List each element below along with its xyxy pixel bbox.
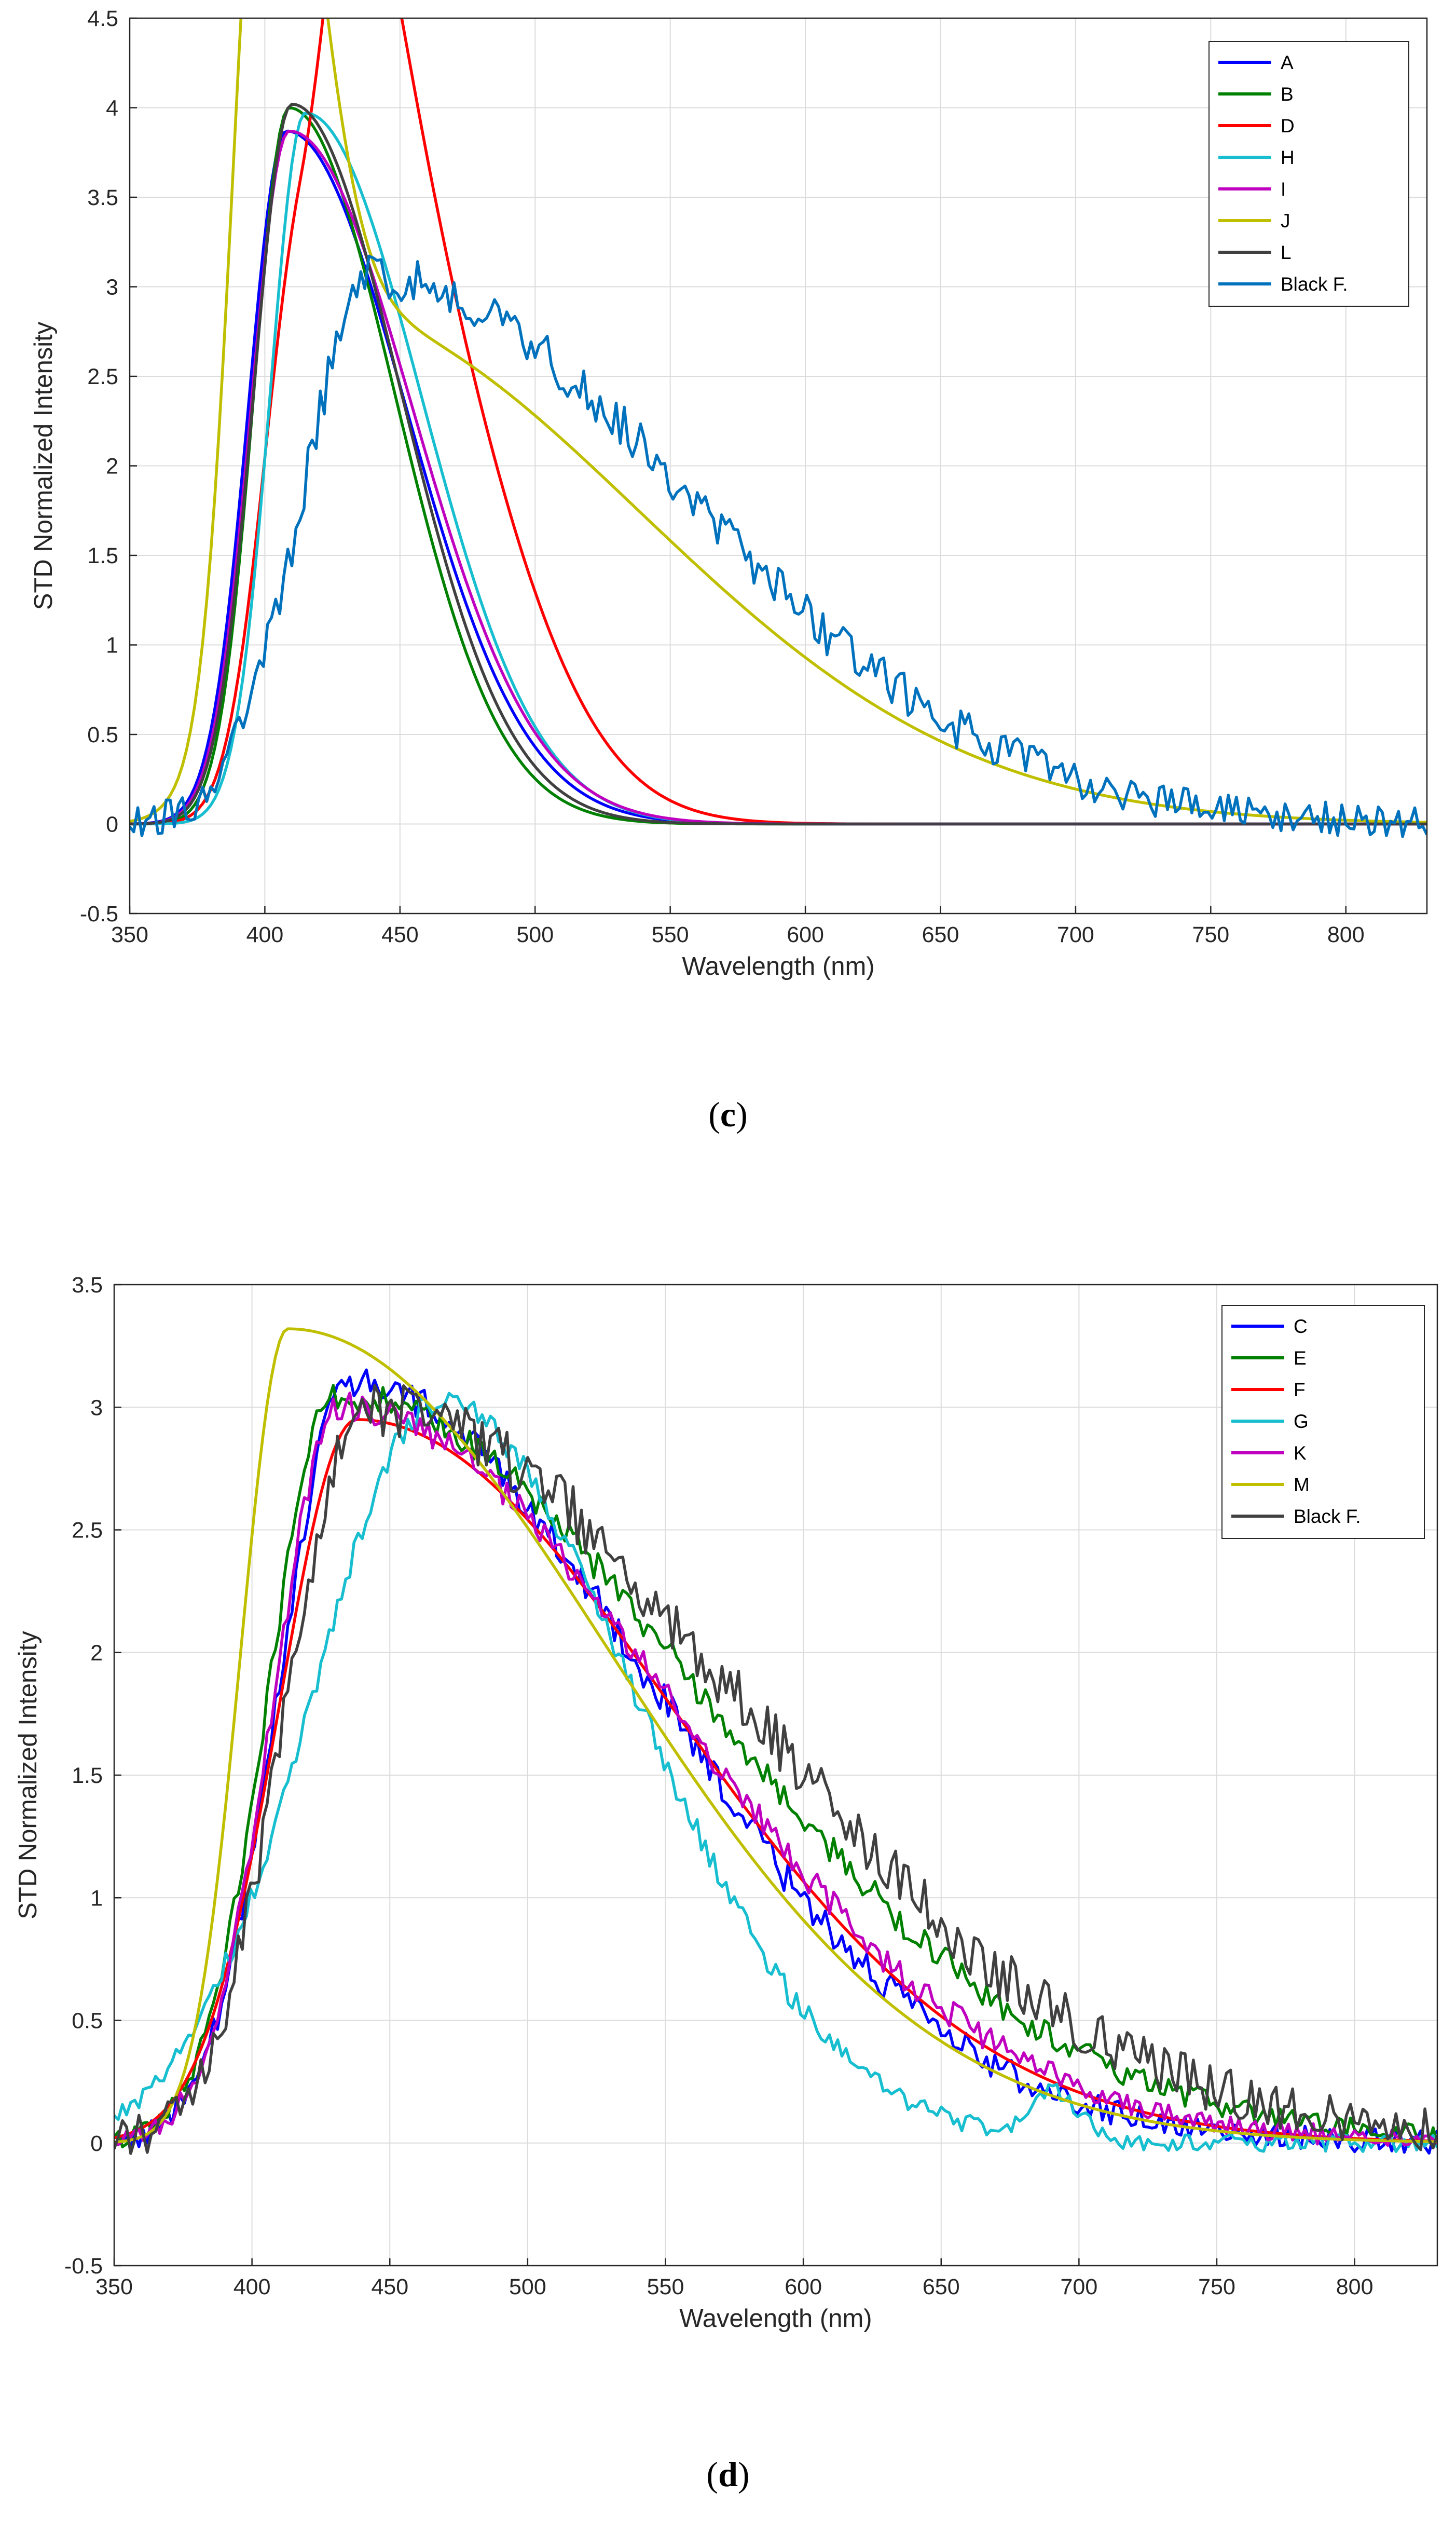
x-tick-label: 500 [516,922,554,947]
legend-label: M [1294,1474,1310,1495]
legend-label: E [1294,1347,1307,1369]
series-line-k [114,1392,1437,2147]
y-axis-label: STD Normalized Intensity [30,321,58,610]
y-tick-label: 2.5 [87,364,118,389]
legend-item: M [1231,1474,1310,1495]
x-tick-label: 500 [509,2274,546,2299]
legend-item: Black F. [1218,274,1348,295]
y-tick-label: 0.5 [72,2009,103,2034]
y-tick-label: 2.5 [72,1518,103,1543]
legend-item: G [1231,1411,1309,1432]
y-tick-label: 4 [106,96,118,121]
panel-caption: (c) [708,1095,748,1134]
x-tick-label: 550 [647,2274,684,2299]
x-axis-label: Wavelength (nm) [679,2305,872,2333]
legend-label: Black F. [1281,274,1348,295]
legend-label: K [1294,1442,1307,1464]
legend-item: C [1231,1316,1308,1337]
x-tick-label: 750 [1198,2274,1235,2299]
y-tick-label: 0.5 [87,723,118,747]
x-tick-label: 350 [111,922,148,947]
series-lines [130,18,1427,838]
x-tick-label: 650 [923,2274,960,2299]
legend-item: F [1231,1379,1306,1400]
x-tick-label: 400 [246,922,284,947]
y-tick-label: 1 [90,1886,103,1911]
legend-item: I [1218,179,1286,200]
series-line-j [130,18,1427,824]
legend-item: A [1218,52,1294,73]
panel-caption: (d) [706,2455,749,2494]
x-tick-label: 450 [371,2274,408,2299]
legend-label: J [1281,210,1290,231]
legend-label: C [1294,1316,1308,1337]
legend-item: B [1218,84,1294,105]
y-tick-label: 3.5 [72,1273,103,1298]
axes-frame [129,17,1428,915]
y-tick-label: 0 [106,812,118,837]
caption-close-paren: ) [736,1095,748,1134]
x-tick-label: 700 [1061,2274,1098,2299]
series-line-black-f- [114,1384,1437,2155]
legend-label: G [1294,1411,1309,1432]
series-line-m [114,1327,1437,2144]
legend-label: L [1281,242,1292,263]
y-tick-label: -0.5 [64,2254,103,2279]
series-line-l [130,102,1427,826]
y-tick-label: -0.5 [80,902,118,926]
legend-item: K [1231,1442,1307,1464]
legend-item: E [1231,1347,1307,1369]
x-tick-label: 750 [1192,922,1229,947]
x-tick-label: 450 [381,922,419,947]
caption-open-paren: ( [708,1095,720,1134]
legend-box [1208,41,1409,307]
y-tick-label: 1 [106,633,118,658]
x-tick-label: 800 [1327,922,1365,947]
x-tick-label: 350 [95,2274,133,2299]
chart-panel-c: 350 400 450 500 550 600 650 700 750 800 -0.5 0 0.5 1 1… [30,6,1428,1134]
legend-label: Black F. [1294,1506,1361,1527]
y-tick-label: 1.5 [72,1763,103,1788]
caption-open-paren: ( [706,2455,718,2494]
legend-label: B [1281,84,1294,105]
legend-label: A [1281,52,1294,73]
x-tick-label: 550 [652,922,689,947]
x-tick-label: 700 [1057,922,1094,947]
x-axis-label: Wavelength (nm) [682,952,874,980]
legend-label: D [1281,115,1295,137]
x-tick-label: 600 [787,922,824,947]
y-tick-label: 4.5 [87,6,118,31]
series-lines [114,1327,1437,2155]
x-tick-label: 600 [785,2274,822,2299]
caption-letter: d [718,2455,738,2494]
x-tick-label: 800 [1336,2274,1373,2299]
y-tick-label: 1.5 [87,543,118,568]
axes-frame [113,1284,1438,2267]
y-tick-label: 2 [106,454,118,479]
x-tick-label: 400 [233,2274,271,2299]
legend-label: F [1294,1379,1306,1400]
y-tick-label: 3 [106,275,118,300]
y-tick-label: 3.5 [87,185,118,210]
y-axis-label: STD Normalized Intensity [14,1631,42,1919]
caption-close-paren: ) [738,2455,750,2494]
legend-item: Black F. [1231,1506,1361,1527]
series-line-black-f- [130,254,1427,838]
series-line-g [114,1392,1437,2153]
legend-item: J [1218,210,1290,231]
chart-panel-d: 350 400 450 500 550 600 650 700 750 800 -0.5 0 0.5 1 1… [14,1273,1438,2494]
legend-item: H [1218,147,1295,168]
legend-item: L [1218,242,1292,263]
caption-letter: c [720,1095,736,1134]
y-tick-label: 2 [90,1641,103,1666]
legend-label: H [1281,147,1295,168]
legend-item: D [1218,115,1295,137]
y-tick-label: 3 [90,1395,103,1420]
legend-label: I [1281,179,1286,200]
x-tick-label: 650 [922,922,959,947]
y-tick-label: 0 [90,2131,103,2156]
